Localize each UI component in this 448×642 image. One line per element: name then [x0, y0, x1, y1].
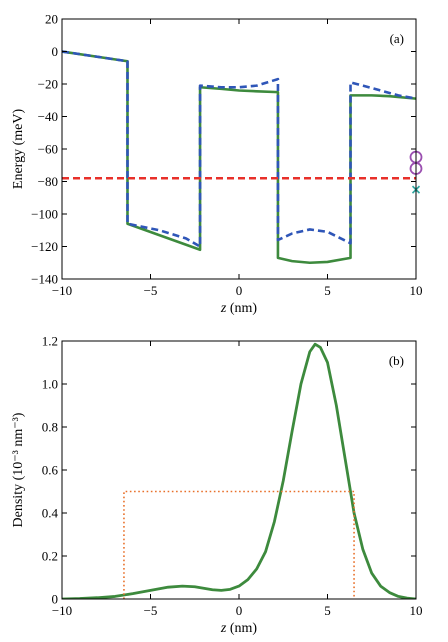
panel-a-ylabel: Energy (meV) — [11, 109, 26, 190]
panel-b-ylabel: Density (10⁻³ nm⁻³) — [11, 412, 26, 527]
panel-a-ytick-label-7: −120 — [31, 239, 58, 254]
panel-a-label: (a) — [390, 31, 404, 46]
panel-b-xlabel-var: z — [220, 621, 227, 636]
panel-b-xtick-label-1: −5 — [144, 603, 158, 618]
panel-a-ytick-label-5: −80 — [38, 174, 58, 189]
panel-b-ytick-label-0: 0 — [52, 592, 59, 607]
panel-a-xtick-label-2: 0 — [236, 283, 243, 298]
panel-a-ytick-label-1: 0 — [52, 44, 59, 59]
panel-b-density-chart: −10 −5 0 5 10 0 0.2 0.4 0.6 0.8 1.0 1.2 (b) z (nm) Den… — [11, 334, 423, 637]
panel-a-series-0-line — [62, 50, 416, 265]
panel-b-xtick-label-4: 10 — [410, 603, 423, 618]
panel-b-axes-frame — [61, 340, 417, 600]
panel-b-series-1-line — [123, 490, 355, 599]
panel-b-xlabel-unit: (nm) — [226, 621, 257, 636]
panel-b-xlabel: z (nm) — [220, 621, 258, 636]
panel-b-ytick-label-3: 0.6 — [42, 463, 59, 478]
panel-a-energy-chart: −10 −5 0 5 10 20 0 −20 −40 −60 −80 −100 −120 −140 (a) z… — [11, 12, 423, 317]
panel-b-label: (b) — [389, 353, 404, 368]
panel-b-xtick-label-0: −10 — [52, 603, 72, 618]
panel-a-xtick-label-1: −5 — [144, 283, 158, 298]
panel-b-ytick-label-4: 0.8 — [42, 420, 58, 435]
panel-b-ytick-label-6: 1.2 — [42, 334, 58, 349]
panel-a-ytick-label-0: 20 — [45, 12, 58, 27]
panel-b-ytick-label-5: 1.0 — [42, 377, 58, 392]
panel-a-xlabel: z (nm) — [220, 301, 258, 316]
panel-a-ytick-label-8: −140 — [31, 272, 58, 287]
panel-a-axes-frame — [61, 18, 417, 280]
panel-a-ytick-label-6: −100 — [31, 207, 58, 222]
panel-b-xtick-label-3: 5 — [324, 603, 331, 618]
panel-b-xtick-label-2: 0 — [236, 603, 243, 618]
panel-b-ytick-label-2: 0.4 — [42, 506, 59, 521]
panel-a-xtick-label-0: −10 — [52, 283, 72, 298]
panel-a-xlabel-var: z — [220, 301, 227, 316]
panel-a-xlabel-unit: (nm) — [226, 301, 257, 316]
panel-a-xtick-label-4: 10 — [410, 283, 423, 298]
panel-a-xtick-label-3: 5 — [324, 283, 331, 298]
panel-a-ytick-label-3: −40 — [38, 109, 58, 124]
panel-a-series-1-line — [62, 50, 416, 248]
panel-b-ytick-label-1: 0.2 — [42, 549, 58, 564]
panel-a-ytick-label-2: −20 — [38, 77, 58, 92]
panel-b-series-0-line — [62, 342, 416, 599]
panel-a-ytick-label-4: −60 — [38, 142, 58, 157]
